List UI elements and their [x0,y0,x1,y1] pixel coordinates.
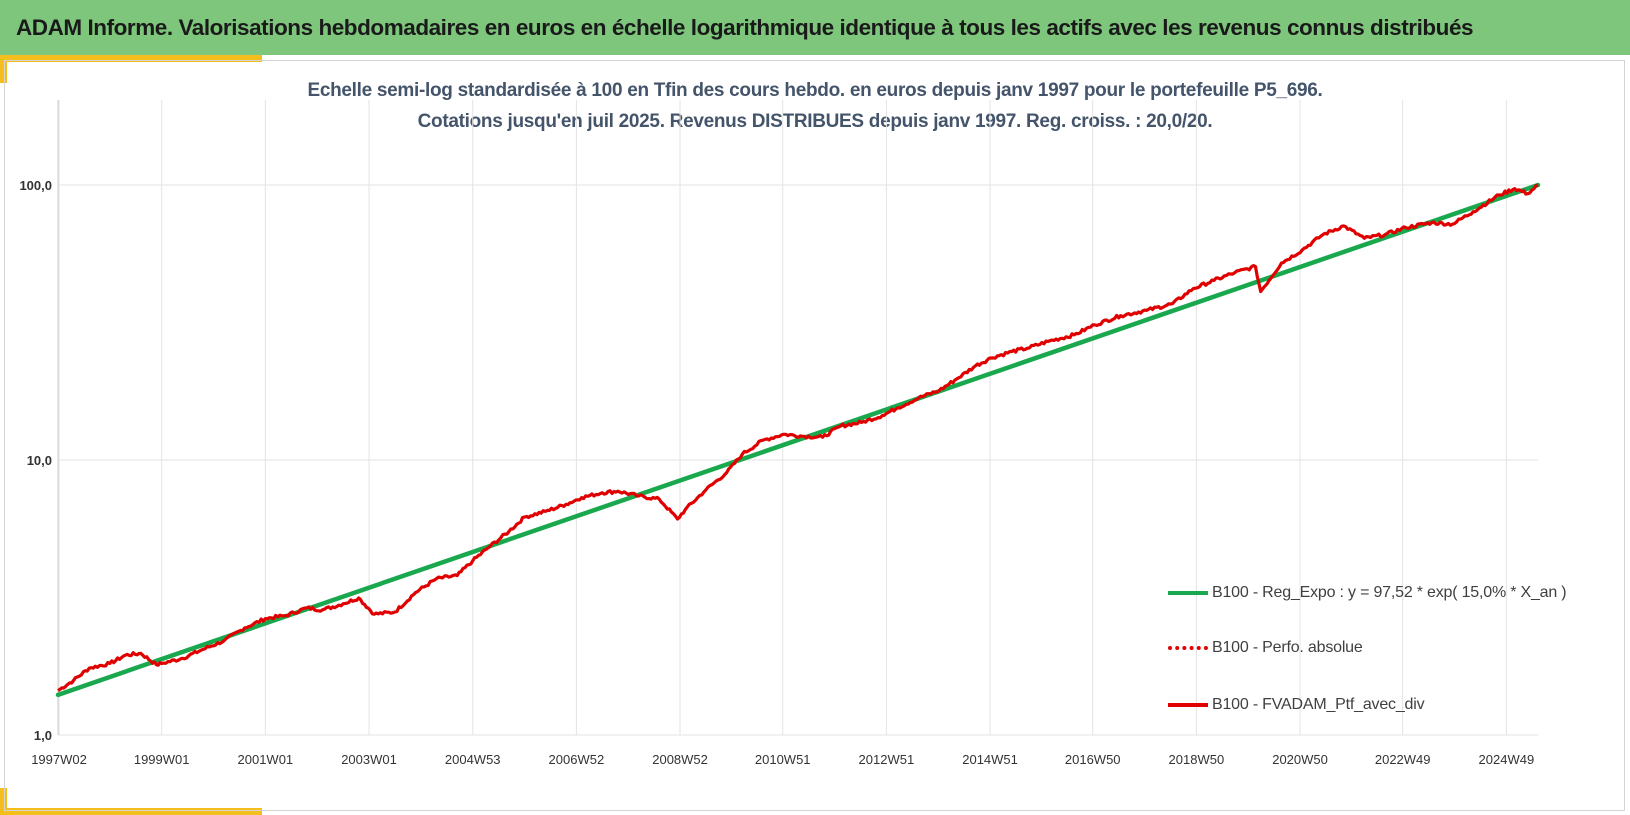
accent-bar-top [0,55,262,62]
x-tick-label: 1997W02 [31,752,87,767]
legend-swatch-perfo [1168,646,1208,650]
legend-item-regression: B100 - Reg_Expo : y = 97,52 * exp( 15,0%… [1168,582,1567,604]
x-tick-label: 2001W01 [238,752,294,767]
x-tick-label: 2003W01 [341,752,397,767]
accent-bar-left-bottom [0,788,7,815]
chart-title-line-1: Echelle semi-log standardisée à 100 en T… [307,80,1323,101]
x-tick-label: 2024W49 [1479,752,1535,767]
series-group [55,182,1541,698]
legend-item-perfo: B100 - Perfo. absolue [1168,637,1363,659]
legend-label-perfo: B100 - Perfo. absolue [1212,639,1363,656]
y-tick-label: 1,0 [34,728,52,743]
legend-swatch-regression [1168,591,1208,595]
x-tick-label: 2008W52 [652,752,708,767]
x-tick-label: 2010W51 [755,752,811,767]
legend-label-regression: B100 - Reg_Expo : y = 97,52 * exp( 15,0%… [1212,584,1567,601]
x-tick-label: 2014W51 [962,752,1018,767]
accent-bar-bottom [0,808,262,815]
x-tick-label: 2022W49 [1375,752,1431,767]
legend-label-portfolio: B100 - FVADAM_Ptf_avec_div [1212,696,1425,713]
legend-swatch-portfolio [1168,703,1208,707]
y-tick-label: 10,0 [27,453,52,468]
legend: B100 - Reg_Expo : y = 97,52 * exp( 15,0%… [1168,580,1608,740]
y-tick-label: 100,0 [19,178,52,193]
header-bar: ADAM Informe. Valorisations hebdomadaire… [0,0,1630,55]
chart-frame [4,60,1625,811]
x-tick-label: 2018W50 [1169,752,1225,767]
legend-item-portfolio: B100 - FVADAM_Ptf_avec_div [1168,694,1425,716]
x-tick-label: 2012W51 [859,752,915,767]
grid [57,100,1538,736]
accent-bar-left-top [0,55,7,83]
x-tick-label: 2020W50 [1272,752,1328,767]
x-tick-label: 2004W53 [445,752,501,767]
x-tick-label: 2016W50 [1065,752,1121,767]
series-line-regression [55,182,1541,698]
header-title: ADAM Informe. Valorisations hebdomadaire… [16,14,1474,40]
chart-title-line-2: Cotations jusqu'en juil 2025. Revenus DI… [417,111,1213,132]
x-tick-label: 2006W52 [549,752,605,767]
x-tick-label: 1999W01 [134,752,190,767]
series-line-portfolio [57,183,1539,692]
tick-labels: 1997W02 1999W01 2001W01 2003W01 2004W53 2006W… [19,178,1534,767]
